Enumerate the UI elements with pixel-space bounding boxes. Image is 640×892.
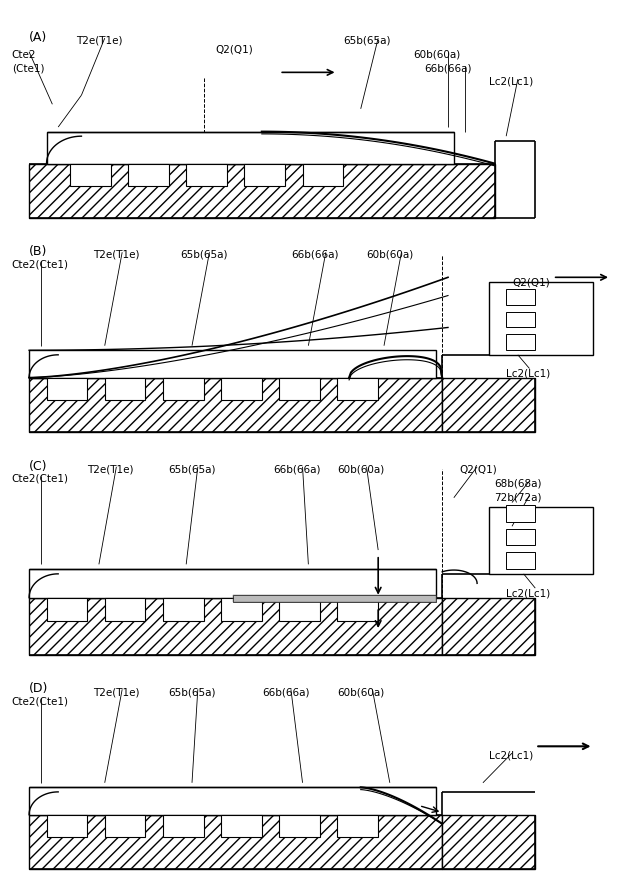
Text: 66b(66a): 66b(66a) [262, 687, 309, 697]
Text: Cte2(Cte1): Cte2(Cte1) [12, 696, 68, 706]
Text: 66b(66a): 66b(66a) [273, 465, 321, 475]
Text: Cte2(Cte1): Cte2(Cte1) [12, 474, 68, 484]
Bar [29, 569, 436, 598]
Text: T2e(T1e): T2e(T1e) [93, 250, 140, 260]
Bar [70, 163, 111, 186]
Text: Cte2: Cte2 [12, 50, 36, 60]
Text: 68b(68a): 68b(68a) [495, 479, 542, 489]
Text: Q2(Q1): Q2(Q1) [215, 45, 253, 55]
Bar [47, 377, 87, 401]
Text: 60b(60a): 60b(60a) [413, 50, 460, 60]
Bar [489, 282, 593, 355]
Bar [105, 814, 145, 838]
Text: 65b(65a): 65b(65a) [343, 36, 391, 45]
Bar [29, 788, 436, 814]
Bar [442, 598, 535, 655]
Bar [442, 377, 535, 433]
Bar [337, 814, 378, 838]
Text: T2e(T1e): T2e(T1e) [76, 36, 122, 45]
Text: 72b(72a): 72b(72a) [495, 493, 542, 503]
Bar [221, 598, 262, 622]
Bar [105, 598, 145, 622]
Text: 66b(66a): 66b(66a) [425, 63, 472, 73]
Bar [163, 598, 204, 622]
Text: (Cte1): (Cte1) [12, 63, 44, 73]
Bar [506, 505, 535, 522]
Bar [47, 132, 454, 163]
Bar [279, 814, 320, 838]
Bar [47, 814, 87, 838]
Bar [128, 163, 169, 186]
Bar [442, 814, 535, 870]
Bar [506, 529, 535, 545]
Bar [163, 814, 204, 838]
Bar [29, 351, 436, 377]
Bar [221, 814, 262, 838]
Bar [244, 163, 285, 186]
Bar [489, 508, 593, 574]
Text: Lc2(Lc1): Lc2(Lc1) [506, 588, 550, 599]
Bar [29, 598, 442, 655]
Bar [506, 334, 535, 351]
Text: 60b(60a): 60b(60a) [337, 465, 385, 475]
Bar [506, 289, 535, 305]
Text: Q2(Q1): Q2(Q1) [512, 277, 550, 287]
Text: Lc2(Lc1): Lc2(Lc1) [489, 77, 533, 87]
Bar [506, 311, 535, 327]
Bar [47, 598, 87, 622]
Text: 60b(60a): 60b(60a) [367, 250, 414, 260]
Bar [337, 377, 378, 401]
Bar [105, 377, 145, 401]
Text: 65b(65a): 65b(65a) [180, 250, 228, 260]
Text: 65b(65a): 65b(65a) [169, 687, 216, 697]
Text: (A): (A) [29, 31, 47, 45]
Text: (C): (C) [29, 459, 47, 473]
Bar [233, 595, 436, 602]
Bar [221, 377, 262, 401]
Bar [233, 595, 436, 602]
Text: 60b(60a): 60b(60a) [337, 687, 385, 697]
Text: (B): (B) [29, 245, 47, 259]
Text: Q2(Q1): Q2(Q1) [460, 465, 497, 475]
Bar [163, 377, 204, 401]
Bar [29, 814, 442, 870]
Text: 66b(66a): 66b(66a) [291, 250, 339, 260]
Bar [29, 377, 442, 433]
Bar [279, 598, 320, 622]
Bar [279, 377, 320, 401]
Bar [303, 163, 343, 186]
Text: T2e(T1e): T2e(T1e) [93, 687, 140, 697]
Text: Lc2(Lc1): Lc2(Lc1) [506, 368, 550, 378]
Text: T2e(T1e): T2e(T1e) [87, 465, 134, 475]
Bar [186, 163, 227, 186]
Text: 65b(65a): 65b(65a) [169, 465, 216, 475]
Bar [29, 163, 495, 219]
Bar [337, 598, 378, 622]
Text: Lc2(Lc1): Lc2(Lc1) [489, 751, 533, 761]
Text: (D): (D) [29, 682, 49, 696]
Bar [506, 552, 535, 569]
Text: Cte2(Cte1): Cte2(Cte1) [12, 259, 68, 269]
